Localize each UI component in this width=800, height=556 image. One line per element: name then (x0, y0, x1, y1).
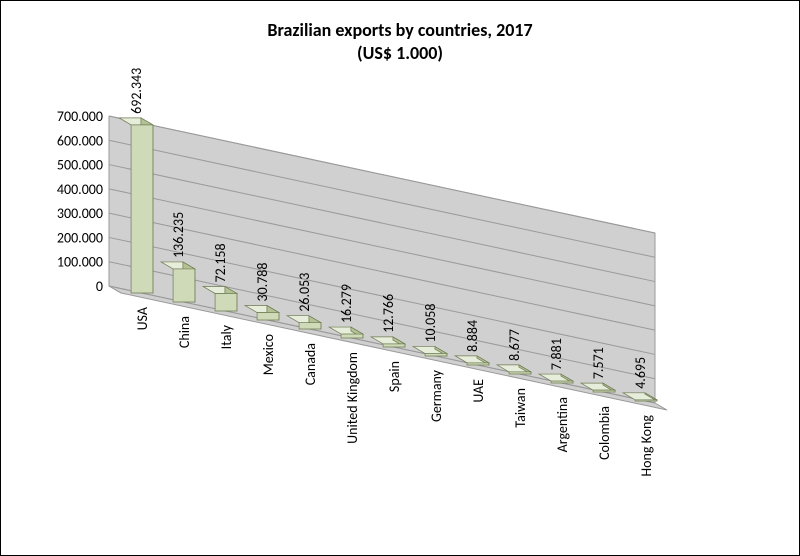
chart-frame: Brazilian exports by countries, 2017 (US… (0, 0, 800, 556)
category-label: United Kingdom (344, 352, 361, 444)
bar-front (173, 269, 195, 302)
category-label: Spain (386, 361, 403, 392)
bar-value-label: 7.881 (548, 338, 565, 370)
y-tick-label: 300.000 (57, 205, 103, 222)
category-label: Canada (302, 343, 319, 385)
y-tick-label: 700.000 (57, 108, 103, 125)
bar-front (467, 363, 489, 365)
bar-value-label: 10.058 (422, 304, 439, 343)
chart-title: Brazilian exports by countries, 2017 (US… (1, 19, 799, 64)
bar-value-label: 7.571 (590, 347, 607, 379)
bar-front (425, 354, 447, 356)
bar-value-label: 136.235 (170, 212, 187, 258)
y-tick-label: 200.000 (57, 229, 103, 246)
category-label: Hong Kong (638, 415, 655, 477)
y-tick-label: 100.000 (57, 254, 103, 271)
category-label: China (176, 316, 193, 348)
bar-front (299, 323, 321, 329)
bar-value-label: 8.677 (506, 329, 523, 361)
category-label: Mexico (260, 334, 277, 375)
category-label: Germany (428, 369, 445, 422)
bar-front (593, 390, 615, 392)
bar-value-label: 8.884 (464, 320, 481, 352)
y-tick-label: 0 (96, 278, 103, 295)
y-tick-label: 600.000 (57, 132, 103, 149)
bar-value-label: 4.695 (632, 357, 649, 389)
bar-value-label: 30.788 (254, 263, 271, 302)
category-label: UAE (470, 379, 487, 403)
bar-front (383, 344, 405, 347)
bar-value-label: 692.343 (128, 68, 145, 114)
bar-front (635, 400, 657, 401)
bar-value-label: 26.053 (296, 273, 313, 312)
bar-front (341, 334, 363, 338)
bar-value-label: 72.158 (212, 243, 229, 282)
chart-plot: 0 100.000 200.000 300.000 400.000 500.000 600.… (51, 96, 771, 536)
y-tick-label: 400.000 (57, 181, 103, 198)
bar-value-label: 12.766 (380, 294, 397, 333)
category-label: Italy (218, 324, 235, 349)
chart-back-wall (109, 116, 655, 403)
chart-title-line2: (US$ 1.000) (1, 42, 799, 65)
bar-front (509, 372, 531, 374)
chart-svg: 0 100.000 200.000 300.000 400.000 500.000 600.… (51, 96, 771, 536)
bar-front (257, 313, 279, 320)
category-label: Taiwan (512, 388, 529, 428)
bar-front (551, 381, 573, 383)
category-label: Argentina (554, 397, 571, 452)
category-label: Colombia (596, 406, 613, 460)
y-tick-label: 500.000 (57, 157, 103, 174)
bar-front (215, 293, 237, 311)
bar-front (131, 125, 153, 293)
bar-value-label: 16.279 (338, 284, 355, 323)
chart-title-line1: Brazilian exports by countries, 2017 (1, 19, 799, 42)
category-label: USA (134, 306, 151, 330)
